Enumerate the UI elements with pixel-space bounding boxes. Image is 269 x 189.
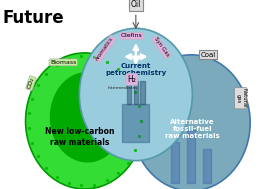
Text: Future: Future — [3, 9, 64, 27]
Text: Alternative
fossil-fuel
raw materials: Alternative fossil-fuel raw materials — [165, 119, 220, 139]
Text: Biomass: Biomass — [50, 60, 76, 65]
Text: Natural
gas: Natural gas — [235, 88, 246, 108]
Bar — [203, 149, 211, 183]
Text: Current
petrochemistry: Current petrochemistry — [105, 64, 167, 76]
Text: Aromatics: Aromatics — [95, 36, 115, 62]
Text: Intermediates: Intermediates — [107, 86, 138, 90]
Bar — [171, 142, 179, 183]
Text: Coal: Coal — [201, 52, 216, 58]
Ellipse shape — [26, 53, 144, 189]
Text: Olefins: Olefins — [121, 33, 143, 38]
Ellipse shape — [79, 28, 192, 161]
Text: Oil: Oil — [131, 0, 141, 9]
Ellipse shape — [50, 72, 125, 163]
Text: New low-carbon
raw materials: New low-carbon raw materials — [45, 127, 114, 147]
Text: Syn Gas: Syn Gas — [153, 36, 170, 58]
Bar — [122, 104, 149, 142]
Bar — [127, 81, 131, 104]
Ellipse shape — [132, 55, 250, 189]
Bar — [140, 81, 145, 104]
Text: H₂: H₂ — [128, 75, 136, 84]
Bar — [134, 81, 138, 104]
Text: CO₂: CO₂ — [27, 77, 35, 90]
Bar — [187, 130, 195, 183]
